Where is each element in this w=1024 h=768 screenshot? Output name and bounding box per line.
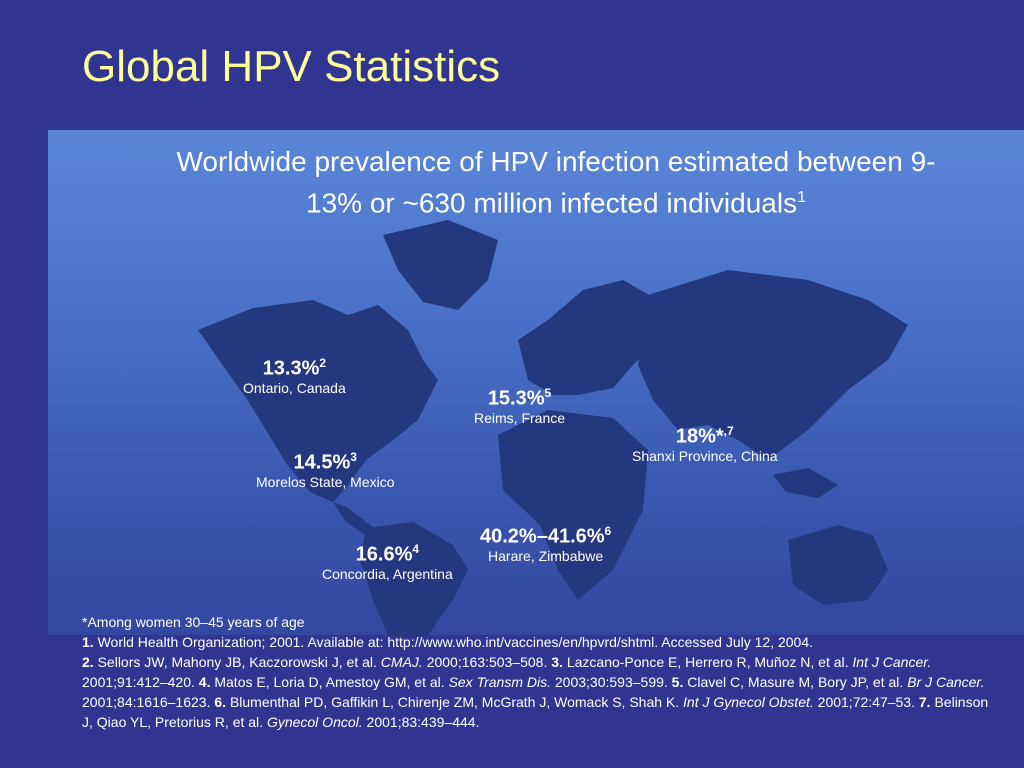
stat-location: Morelos State, Mexico: [256, 473, 395, 490]
stat-location: Ontario, Canada: [243, 379, 346, 396]
world-map-panel: Worldwide prevalence of HPV infection es…: [48, 130, 1024, 635]
headline-citation: 1: [797, 189, 806, 206]
stat-value: 14.5%3: [293, 450, 357, 474]
stat-location: Shanxi Province, China: [632, 447, 778, 464]
stat-ontario-canada: 13.3%2 Ontario, Canada: [243, 352, 346, 396]
headline-line-1: Worldwide prevalence of HPV infection es…: [176, 146, 936, 177]
slide-title: Global HPV Statistics: [82, 42, 501, 91]
headline-line-2-wrap: 13% or ~630 million infected individuals…: [88, 180, 1024, 221]
stat-value: 40.2%–41.6%6: [480, 524, 612, 548]
world-map: [198, 220, 908, 635]
stat-value: 18%*,7: [675, 424, 734, 448]
north-america-landmass: [198, 300, 438, 502]
greenland-landmass: [383, 220, 498, 310]
south-america-landmass: [360, 522, 468, 635]
africa-landmass: [498, 410, 648, 600]
australia-landmass: [788, 525, 888, 605]
stat-reims-france: 15.3%5 Reims, France: [474, 382, 565, 426]
reference-1: 1. World Health Organization; 2001. Avai…: [82, 634, 814, 650]
footnote: *Among women 30–45 years of age: [82, 614, 305, 630]
stat-location: Reims, France: [474, 409, 566, 426]
references-2-7: 2. Sellors JW, Mahony JB, Kaczorowski J,…: [82, 654, 989, 730]
stat-shanxi-china: 18%*,7 Shanxi Province, China: [632, 420, 778, 464]
southeast-asia-islands: [773, 468, 838, 498]
stat-value: 15.3%5: [487, 386, 552, 410]
headline-line-2: 13% or ~630 million infected individuals: [306, 187, 798, 219]
stat-location: Harare, Zimbabwe: [488, 547, 604, 564]
headline: Worldwide prevalence of HPV infection es…: [88, 144, 1024, 221]
stat-morelos-mexico: 14.5%3 Morelos State, Mexico: [256, 446, 395, 490]
stat-location: Concordia, Argentina: [322, 565, 453, 582]
stat-value: 13.3%2: [262, 356, 327, 380]
stat-value: 16.6%4: [355, 542, 420, 566]
asia-landmass: [638, 270, 908, 460]
stat-harare-zimbabwe: 40.2%–41.6%6 Harare, Zimbabwe: [480, 520, 611, 564]
references-section: *Among women 30–45 years of age 1. World…: [82, 612, 1002, 732]
stat-concordia-argentina: 16.6%4 Concordia, Argentina: [322, 538, 453, 582]
europe-landmass: [518, 280, 663, 395]
